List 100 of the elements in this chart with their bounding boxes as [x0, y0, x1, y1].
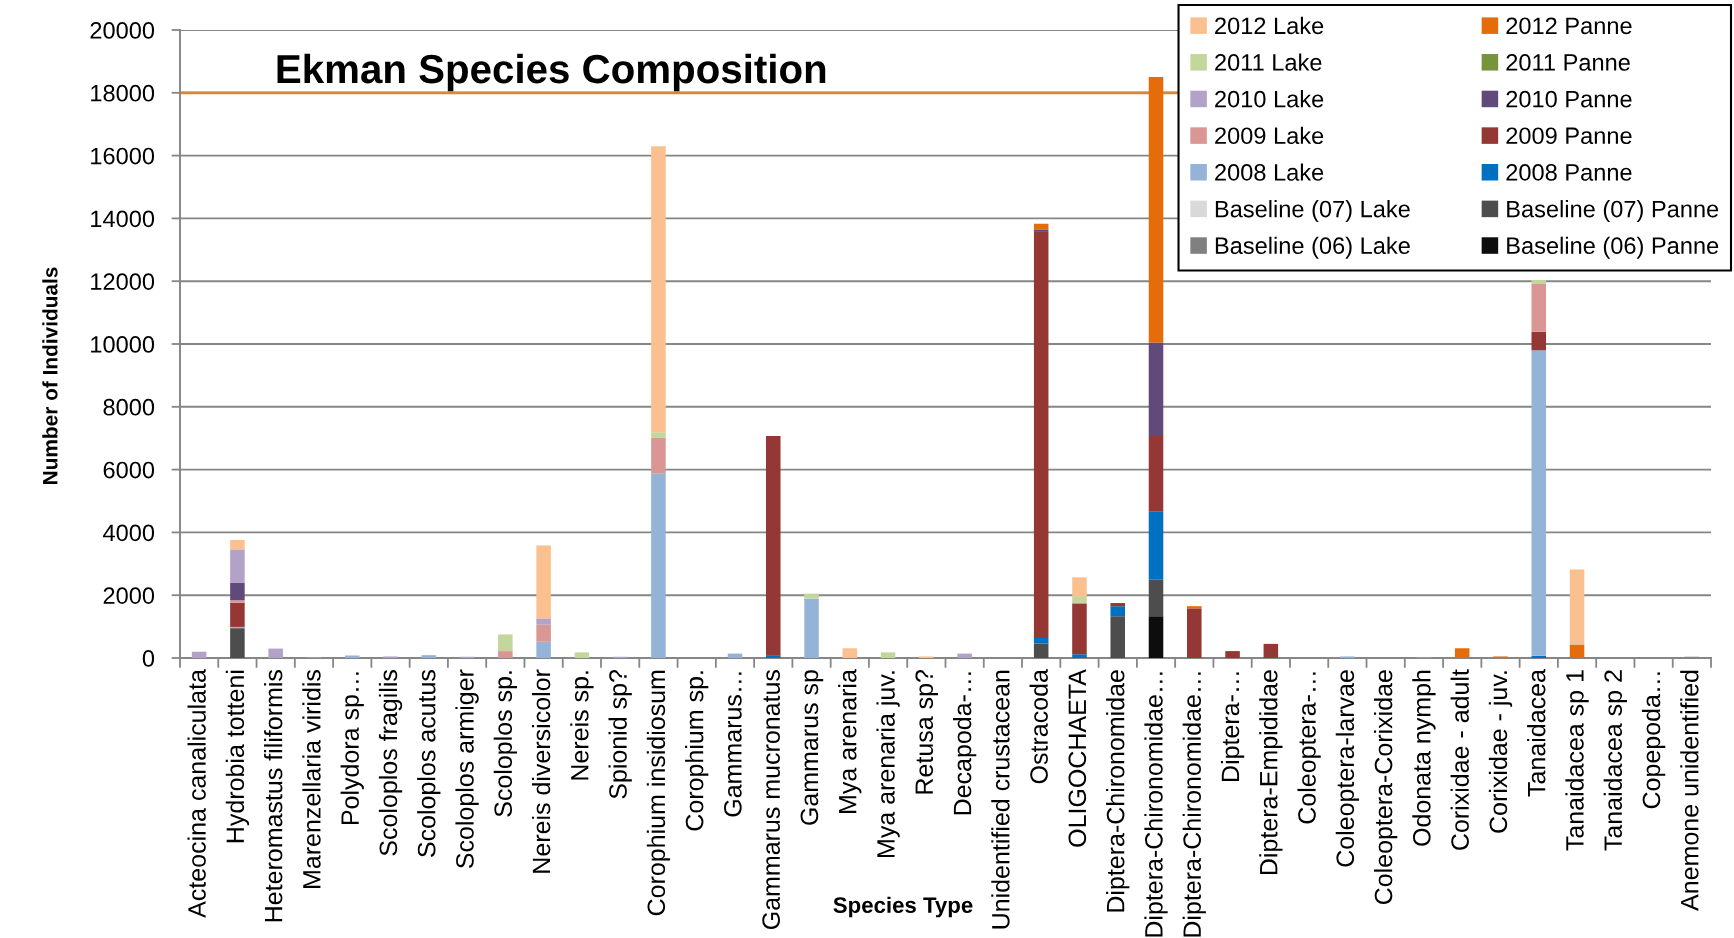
- legend-label: Baseline (07) Lake: [1215, 200, 1410, 223]
- legend-label: 2008 Panne: [1506, 164, 1632, 181]
- bar: [1033, 637, 1049, 644]
- x-tick-label: Gammarus…: [724, 672, 742, 817]
- bar: [421, 655, 437, 658]
- bar: [1033, 229, 1049, 232]
- bar: [765, 436, 781, 656]
- y-tick-label: 2000: [103, 587, 155, 604]
- bar: [1072, 603, 1087, 655]
- bar: [1110, 606, 1126, 617]
- x-tick-label: Polydora sp…: [340, 672, 364, 825]
- x-tick-label: Coleoptera-…: [1297, 672, 1321, 824]
- bar: [574, 652, 590, 658]
- bar: [1148, 342, 1164, 436]
- bar: [1531, 331, 1547, 351]
- y-tick-label: 4000: [103, 524, 155, 542]
- bar: [651, 146, 666, 433]
- x-tick-label: Nereis diversicolor: [531, 669, 551, 873]
- bar: [536, 641, 551, 658]
- bar: [1072, 596, 1087, 604]
- x-tick-label: Spionid sp?: [608, 670, 632, 799]
- y-tick-label: 20000: [90, 22, 155, 39]
- bar: [880, 652, 896, 658]
- x-tick-label: Unidentified crustacean: [991, 670, 1010, 929]
- x-tick-label: Gammarus sp: [800, 670, 824, 825]
- x-tick-label: Corixidae - juv.: [1488, 671, 1513, 833]
- bar: [230, 600, 245, 603]
- bar: [498, 651, 513, 658]
- legend-label: 2010 Lake: [1215, 90, 1324, 108]
- y-axis-title: Number of Individuals: [42, 267, 58, 484]
- x-tick-label: OLIGOCHAETA: [1068, 669, 1087, 847]
- x-tick-label: Coleoptera-Corixidae: [1374, 670, 1398, 905]
- x-tick-label: Scoloplos sp.: [493, 671, 517, 817]
- x-tick-label: Coleoptera-larvae: [1335, 670, 1360, 867]
- legend-label: 2008 Lake: [1215, 163, 1324, 181]
- y-tick-label: 6000: [103, 461, 155, 479]
- y-tick-label: 14000: [91, 210, 155, 228]
- legend-label: 2011 Panne: [1506, 54, 1630, 71]
- y-tick-label: 18000: [91, 84, 155, 102]
- bar: [651, 437, 666, 474]
- x-tick-label: Tanaidacea: [1527, 669, 1546, 797]
- bar: [1033, 643, 1049, 658]
- bar: [1569, 644, 1585, 658]
- legend-label: 2010 Panne: [1506, 90, 1632, 108]
- bar: [1033, 231, 1049, 638]
- bar: [651, 473, 666, 658]
- bar: [191, 651, 207, 658]
- x-tick-label: Scoloplos acutus: [417, 670, 441, 857]
- bar: [842, 648, 858, 658]
- bar: [651, 432, 666, 438]
- x-tick-label: Anemone unidentified: [1680, 670, 1699, 911]
- y-tick-label: 10000: [91, 336, 155, 353]
- text: Ekman Species Composition: [277, 53, 826, 92]
- y-tick-label: 8000: [103, 398, 155, 416]
- bar: [1148, 616, 1164, 658]
- legend-label: 2009 Panne: [1506, 127, 1632, 145]
- x-tick-label: Copepoda…: [1641, 672, 1666, 809]
- x-tick-label: Ostracoda: [1029, 669, 1048, 784]
- bar: [957, 653, 972, 658]
- x-tick-label: Diptera-Empididae: [1259, 670, 1283, 875]
- x-axis-title: Species Type: [833, 896, 973, 918]
- x-tick-label: Odonata nymph: [1412, 670, 1436, 846]
- bar: [1569, 569, 1585, 645]
- x-tick-label: Nereis sp.: [570, 671, 594, 780]
- x-tick-label: Corixidae - adult: [1450, 669, 1469, 850]
- legend-label: 2012 Lake: [1215, 16, 1324, 35]
- x-tick-label: Acteocina canaliculata: [187, 669, 206, 918]
- legend-label: Baseline (07) Panne: [1507, 200, 1719, 223]
- bar: [1187, 608, 1202, 658]
- x-tick-label: Corophium insidiosum: [646, 670, 671, 916]
- bar: [1072, 654, 1087, 658]
- bar: [536, 618, 551, 625]
- legend-label: 2011 Lake: [1215, 53, 1322, 71]
- bar: [765, 655, 781, 658]
- bar: [1531, 284, 1547, 332]
- x-tick-label: Decapoda-…: [952, 672, 977, 815]
- x-tick-label: Tanaidacea sp 2: [1603, 670, 1627, 851]
- bar: [1263, 643, 1279, 658]
- legend-label: 2012 Panne: [1506, 17, 1632, 35]
- bar: [804, 598, 819, 658]
- bar: [344, 655, 360, 658]
- bar: [804, 593, 819, 599]
- x-tick-label: Gammarus mucronatus: [762, 670, 780, 930]
- x-tick-label: Marenzellaria viridis: [302, 670, 321, 888]
- bar: [1072, 577, 1087, 597]
- bar: [1148, 436, 1164, 512]
- x-tick-label: Mya arenaria juv.: [876, 671, 900, 857]
- y-tick-label: 0: [142, 650, 155, 667]
- bar: [1531, 350, 1547, 656]
- bar: [536, 545, 551, 619]
- bar: [230, 582, 245, 601]
- bar: [1148, 579, 1164, 617]
- x-tick-label: Diptera-Chironomidae…: [1144, 672, 1168, 937]
- bar: [230, 539, 245, 550]
- bar: [1454, 648, 1470, 658]
- legend-label: Baseline (06) Lake: [1215, 236, 1410, 259]
- bar: [230, 602, 245, 627]
- legend-label: 2009 Lake: [1215, 126, 1324, 145]
- bar: [1148, 511, 1164, 580]
- bar: [1187, 606, 1202, 609]
